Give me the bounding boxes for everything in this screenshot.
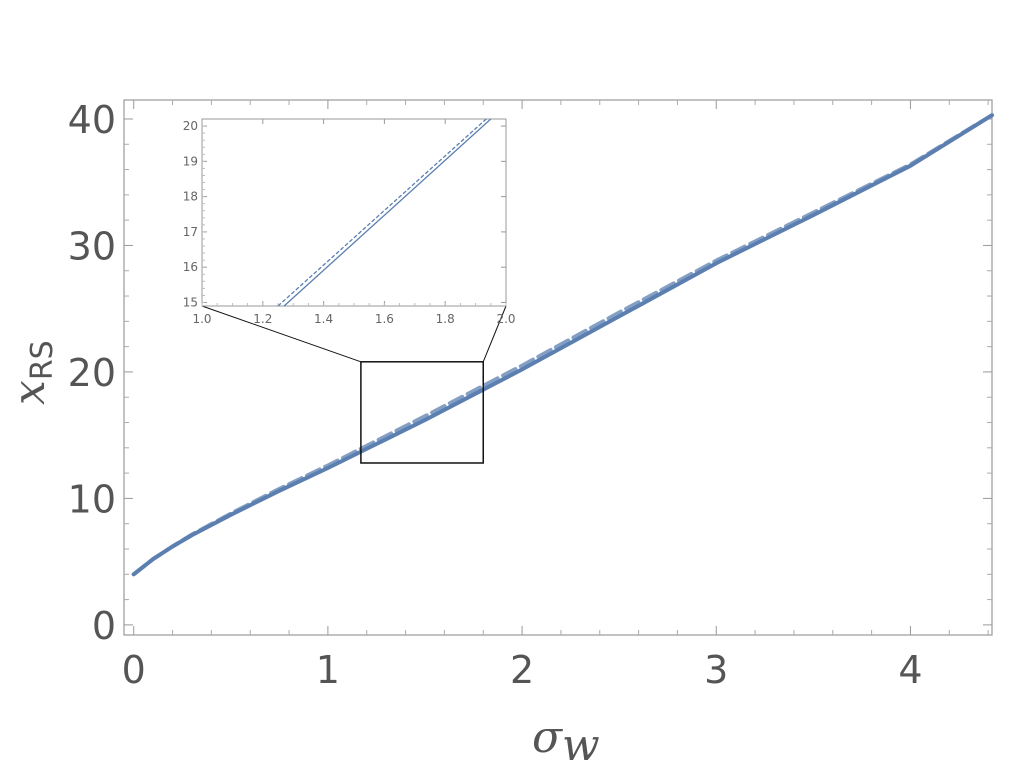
y-axis-label: xRS bbox=[4, 340, 60, 405]
main-series-group bbox=[131, 113, 994, 577]
x-axis-label: σw bbox=[532, 712, 600, 768]
y-tick-label: 20 bbox=[68, 351, 116, 395]
x-axis-label-main: σ bbox=[532, 712, 564, 763]
x-tick-label: 4 bbox=[898, 648, 922, 692]
inset-x-tick-label: 1.6 bbox=[375, 312, 394, 326]
y-tick-label: 40 bbox=[68, 98, 116, 142]
x-tick-label: 0 bbox=[122, 648, 146, 692]
series-dashed-line bbox=[131, 113, 994, 577]
inset-y-tick-label: 18 bbox=[183, 190, 198, 204]
zoom-connector-left bbox=[201, 305, 362, 363]
inset-x-tick-label: 2.0 bbox=[496, 312, 515, 326]
inset-x-tick-label: 1.8 bbox=[436, 312, 455, 326]
zoom-indicator bbox=[201, 305, 507, 464]
inset-series-solid-line bbox=[283, 118, 492, 307]
inset-y-tick-label: 19 bbox=[183, 154, 198, 168]
inset-series-dashed-line bbox=[277, 118, 487, 307]
inset-y-tick-label: 15 bbox=[183, 295, 198, 309]
main-axis-ticks bbox=[124, 100, 992, 635]
inset-x-tick-label: 1.0 bbox=[192, 312, 211, 326]
inset-plot: 1.0 1.2 1.4 1.6 1.8 2.0 15 16 17 18 19 20 bbox=[183, 118, 516, 326]
inset-x-tick-label: 1.2 bbox=[253, 312, 272, 326]
zoom-connector-right bbox=[482, 305, 507, 362]
inset-tick-labels: 1.0 1.2 1.4 1.6 1.8 2.0 15 16 17 18 19 20 bbox=[183, 119, 516, 326]
y-axis-label-main: x bbox=[4, 380, 55, 405]
inset-y-tick-label: 16 bbox=[183, 260, 198, 274]
x-tick-label: 2 bbox=[510, 648, 534, 692]
inset-background bbox=[202, 119, 506, 306]
y-tick-label: 30 bbox=[68, 224, 116, 268]
x-tick-label: 3 bbox=[704, 648, 728, 692]
zoom-box bbox=[360, 361, 484, 464]
inset-y-tick-label: 20 bbox=[183, 119, 198, 133]
inset-series-group bbox=[277, 118, 492, 307]
x-tick-label: 1 bbox=[316, 648, 340, 692]
inset-x-tick-label: 1.4 bbox=[314, 312, 333, 326]
y-tick-label: 10 bbox=[68, 477, 116, 521]
x-axis-label-subscript: w bbox=[562, 720, 600, 768]
y-tick-label: 0 bbox=[92, 604, 116, 648]
inset-y-tick-label: 17 bbox=[183, 225, 198, 239]
y-axis-label-subscript: RS bbox=[25, 340, 60, 380]
inset-axis-ticks bbox=[201, 119, 507, 306]
main-plot-frame bbox=[123, 99, 993, 636]
